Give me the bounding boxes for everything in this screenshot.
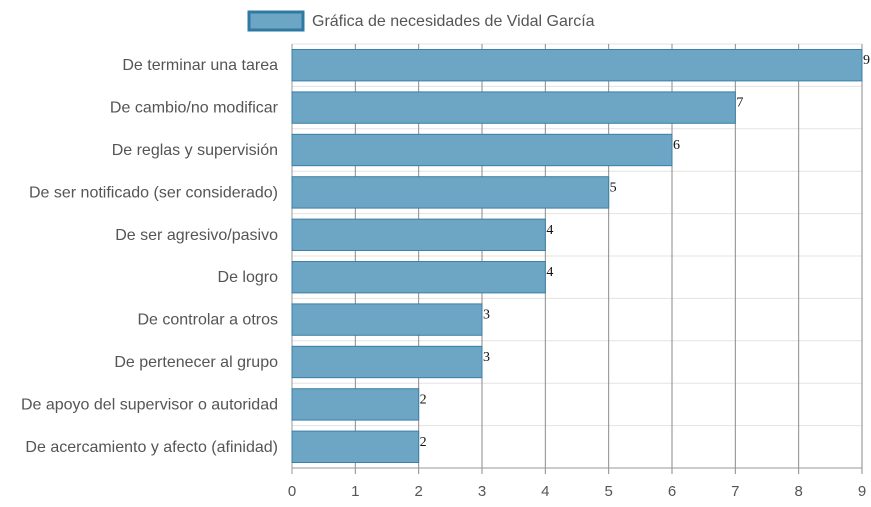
data-label: 4 [546,223,553,238]
category-label: De reglas y supervisión [112,142,278,159]
x-tick-label: 0 [288,483,296,500]
data-label: 5 [610,180,617,195]
legend[interactable]: Gráfica de necesidades de Vidal García [247,10,595,32]
data-label: 9 [863,53,870,68]
category-label: De logro [218,269,279,286]
legend-label: Gráfica de necesidades de Vidal García [312,13,595,30]
bar[interactable] [291,345,483,379]
bar[interactable] [291,430,420,463]
data-label: 2 [420,435,427,450]
bar[interactable] [291,303,483,336]
bar[interactable] [291,261,546,294]
data-label: 2 [420,392,427,407]
data-label: 3 [483,350,490,365]
x-tick-label: 3 [478,483,486,500]
category-label: De ser agresivo/pasivo [115,227,278,244]
x-tick-label: 1 [351,483,359,500]
x-tick-label: 8 [794,483,802,500]
bar[interactable] [291,91,736,124]
category-labels: De terminar una tarea De cambio/no modifi… [21,57,279,456]
data-label: 3 [483,308,490,323]
legend-swatch [247,10,305,32]
x-tick-label: 4 [541,483,549,500]
category-label: De terminar una tarea [122,57,278,74]
x-tick-label: 9 [858,483,866,500]
data-label: 4 [546,265,553,280]
data-label: 6 [673,138,680,153]
x-tick-label: 5 [604,483,612,500]
category-label: De cambio/no modificar [110,100,279,117]
category-label: De apoyo del supervisor o autoridad [21,396,278,413]
bar[interactable] [291,49,863,82]
x-axis-ticks: 0 1 2 3 4 5 6 7 8 9 [288,483,866,500]
bar[interactable] [291,133,673,167]
category-label: De acercamiento y afecto (afinidad) [25,439,278,456]
data-labels: 9 7 6 5 4 4 3 3 2 2 [420,53,870,450]
category-label: De controlar a otros [137,312,278,329]
data-label: 7 [736,96,743,111]
bar[interactable] [291,218,546,251]
x-tick-label: 6 [668,483,676,500]
x-tick-label: 2 [414,483,422,500]
bar[interactable] [291,176,610,209]
bar[interactable] [291,388,420,421]
bars [291,49,863,463]
x-tick-label: 7 [731,483,739,500]
category-label: De pertenecer al grupo [114,354,278,371]
category-label: De ser notificado (ser considerado) [29,184,278,201]
